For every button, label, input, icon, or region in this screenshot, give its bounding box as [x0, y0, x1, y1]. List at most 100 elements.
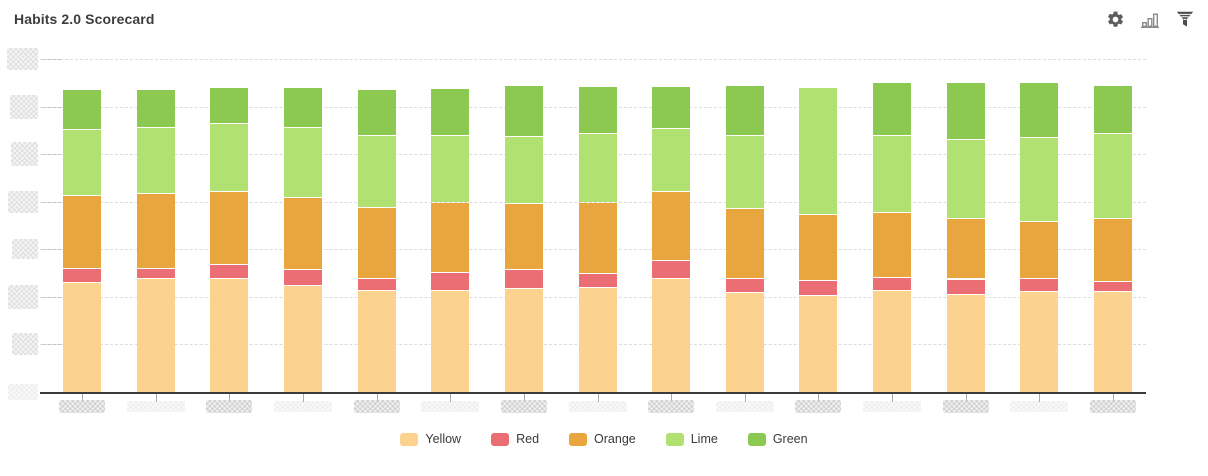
bar-segment-red[interactable] — [725, 279, 764, 292]
y-axis-label-redacted — [10, 94, 38, 119]
bar-segment-green[interactable] — [652, 87, 691, 128]
bar-segment-red[interactable] — [946, 279, 985, 294]
bar-segment-green[interactable] — [431, 88, 470, 136]
settings-button[interactable] — [1104, 10, 1126, 32]
bar-segment-red[interactable] — [283, 270, 322, 286]
bar-segment-yellow[interactable] — [136, 279, 175, 392]
bar-segment-green[interactable] — [725, 86, 764, 135]
bar-segment-orange[interactable] — [799, 215, 838, 281]
bar-segment-red[interactable] — [578, 274, 617, 287]
legend-item-red[interactable]: Red — [491, 432, 539, 446]
bar-segment-yellow[interactable] — [1094, 291, 1132, 392]
x-axis-label-redacted — [126, 401, 185, 412]
legend-item-yellow[interactable]: Yellow — [400, 432, 461, 446]
bar-segment-lime[interactable] — [431, 136, 470, 203]
bar-segment-lime[interactable] — [873, 135, 912, 212]
bar-segment-green[interactable] — [357, 89, 396, 135]
bar-segment-yellow[interactable] — [1020, 292, 1059, 392]
filter-button[interactable] — [1174, 10, 1196, 32]
bar-segment-lime[interactable] — [63, 129, 101, 195]
bar-chart-icon — [1140, 10, 1160, 33]
legend-swatch — [491, 432, 510, 446]
x-axis-label-redacted — [421, 401, 480, 412]
bar-segment-red[interactable] — [210, 265, 249, 278]
bar-segment-orange[interactable] — [652, 192, 691, 261]
bar-segment-red[interactable] — [799, 281, 838, 295]
bar-segment-yellow[interactable] — [873, 291, 912, 392]
bar-segment-yellow[interactable] — [504, 288, 543, 392]
bar-segment-yellow[interactable] — [578, 287, 617, 392]
bar-segment-lime[interactable] — [504, 137, 543, 204]
bar-segment-red[interactable] — [873, 277, 912, 291]
x-axis-tick — [82, 394, 83, 402]
bar-segment-lime[interactable] — [578, 133, 617, 202]
bar-segment-yellow[interactable] — [283, 286, 322, 392]
bar-segment-red[interactable] — [136, 268, 175, 279]
bar-segment-green[interactable] — [1020, 83, 1059, 138]
legend-item-lime[interactable]: Lime — [665, 432, 718, 446]
bar-segment-yellow[interactable] — [652, 278, 691, 392]
bar-segment-lime[interactable] — [283, 128, 322, 197]
bar-segment-green[interactable] — [504, 86, 543, 137]
bar-segment-lime[interactable] — [1094, 133, 1132, 219]
x-axis-label-redacted — [942, 400, 989, 413]
legend-label: Red — [516, 432, 540, 446]
bar-segment-red[interactable] — [1094, 282, 1132, 291]
bar-segment-orange[interactable] — [210, 192, 249, 265]
bar-segment-green[interactable] — [283, 88, 322, 128]
bar-segment-orange[interactable] — [946, 219, 985, 279]
bar-segment-orange[interactable] — [283, 197, 322, 270]
bar-segment-orange[interactable] — [1094, 219, 1132, 282]
bar-segment-lime[interactable] — [652, 128, 691, 191]
legend-label: Orange — [594, 432, 636, 446]
bar-segment-red[interactable] — [63, 269, 101, 283]
bar-segment-yellow[interactable] — [357, 291, 396, 392]
legend-swatch — [400, 432, 419, 446]
bar-segment-yellow[interactable] — [210, 278, 249, 392]
bar-segment-red[interactable] — [431, 272, 470, 290]
bar-segment-orange[interactable] — [1020, 222, 1059, 279]
bar-segment-orange[interactable] — [136, 194, 175, 268]
bar-segment-green[interactable] — [210, 88, 249, 124]
legend-item-green[interactable]: Green — [747, 432, 808, 446]
bar-segment-red[interactable] — [652, 261, 691, 278]
bar-segment-orange[interactable] — [725, 208, 764, 279]
bar-segment-yellow[interactable] — [725, 292, 764, 392]
bar-segment-green[interactable] — [578, 87, 617, 133]
x-axis-tick — [1039, 394, 1041, 402]
bar-segment-lime[interactable] — [210, 124, 249, 191]
x-axis-tick — [671, 394, 673, 402]
y-axis-label-redacted — [8, 190, 38, 213]
bar-segment-red[interactable] — [357, 278, 396, 291]
bar-segment-green[interactable] — [946, 83, 985, 140]
bar-segment-yellow[interactable] — [431, 290, 470, 392]
bar-segment-lime[interactable] — [1020, 138, 1059, 221]
bar-segment-yellow[interactable] — [799, 295, 838, 392]
y-axis-tick — [43, 59, 61, 60]
bar-segment-orange[interactable] — [357, 207, 396, 278]
bar-segment-red[interactable] — [1020, 279, 1059, 292]
bar-segment-green[interactable] — [63, 89, 101, 129]
bar-segment-orange[interactable] — [578, 202, 617, 274]
bar-segment-lime[interactable] — [136, 128, 175, 194]
x-axis-tick — [523, 394, 525, 402]
bar-segment-orange[interactable] — [63, 195, 101, 269]
bar-segment-orange[interactable] — [504, 204, 543, 270]
x-axis-label-redacted — [795, 400, 842, 413]
bar-segment-lime[interactable] — [357, 135, 396, 207]
bar-segment-lime[interactable] — [946, 140, 985, 219]
bar-segment-green[interactable] — [1094, 86, 1132, 133]
bar-segment-lime[interactable] — [799, 87, 838, 215]
chart-type-button[interactable] — [1139, 10, 1161, 32]
bar-segment-green[interactable] — [873, 83, 912, 135]
bar-segment-orange[interactable] — [873, 212, 912, 277]
bar-segment-green[interactable] — [136, 89, 175, 128]
legend-item-orange[interactable]: Orange — [569, 432, 636, 446]
bar-segment-lime[interactable] — [725, 135, 764, 208]
x-axis-label-redacted — [500, 400, 547, 413]
bar-segment-red[interactable] — [504, 270, 543, 288]
x-axis-tick — [1113, 394, 1114, 402]
bar-segment-yellow[interactable] — [63, 283, 101, 392]
bar-segment-orange[interactable] — [431, 203, 470, 272]
bar-segment-yellow[interactable] — [946, 294, 985, 392]
